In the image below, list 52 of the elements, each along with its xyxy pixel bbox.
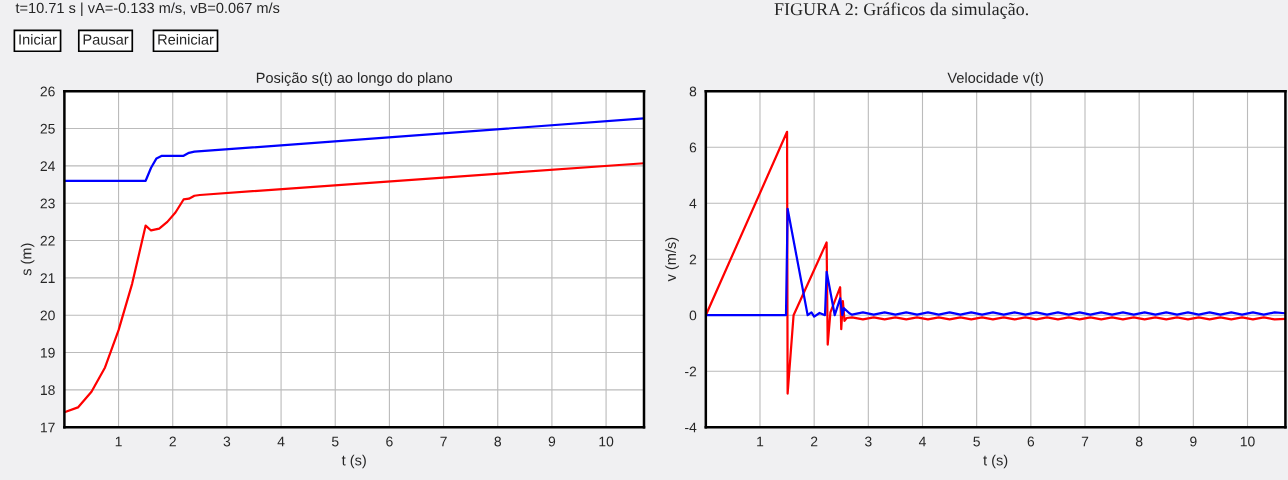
y-tick-label: 25 <box>40 123 55 134</box>
text: Reiniciar <box>158 34 214 45</box>
y-tick-label: 24 <box>40 161 55 171</box>
x-tick-label: 6 <box>1027 436 1035 447</box>
line-series <box>64 117 644 182</box>
y-axis-title: v (m/s) <box>665 237 679 282</box>
x-tick-label: 5 <box>973 436 980 447</box>
x-tick-label: 7 <box>1081 436 1089 447</box>
y-tick-label: 19 <box>40 347 55 358</box>
y-tick-label: 17 <box>40 422 55 433</box>
line-series <box>705 130 1286 395</box>
x-tick-label: 1 <box>115 436 122 447</box>
x-axis-title: t (s) <box>983 454 1008 469</box>
y-tick-label: 4 <box>689 198 697 209</box>
x-tick-label: 8 <box>494 436 501 447</box>
y-tick-label: 6 <box>689 142 697 153</box>
x-tick-label: 9 <box>1190 436 1197 447</box>
y-tick-label: 21 <box>40 273 55 283</box>
text: Pausar <box>83 34 129 45</box>
x-tick-label: 1 <box>757 436 764 447</box>
y-axis-title: s (m) <box>20 243 35 276</box>
y-tick-label: 18 <box>40 385 55 396</box>
x-tick-label: 10 <box>599 436 614 447</box>
x-tick-label: 5 <box>331 436 339 447</box>
y-tick-label: 8 <box>689 86 697 97</box>
y-tick-label: 0 <box>689 310 697 321</box>
y-tick-label: 22 <box>40 235 55 246</box>
x-tick-label: 3 <box>865 436 872 447</box>
text: Iniciar <box>19 34 57 45</box>
chart-title: Velocidade v(t) <box>947 72 1043 86</box>
x-tick-label: 8 <box>1135 436 1143 447</box>
y-tick-label: -2 <box>685 366 697 377</box>
x-tick-label: 4 <box>918 436 926 447</box>
text: t=10.71 s | vA=-0.133 m/s, vB=0.067 m/s <box>15 2 280 17</box>
chart-title: Posição s(t) ao longo do plano <box>256 72 453 86</box>
line-series <box>705 207 1286 318</box>
x-tick-label: 6 <box>386 436 393 447</box>
y-tick-label: 23 <box>40 198 55 209</box>
x-tick-label: 3 <box>223 436 231 447</box>
x-tick-label: 7 <box>440 436 447 447</box>
y-tick-label: 2 <box>689 254 697 265</box>
y-tick-label: -4 <box>685 422 697 433</box>
x-tick-label: 2 <box>811 436 818 447</box>
x-tick-label: 4 <box>277 436 285 447</box>
line-series <box>64 162 644 414</box>
text: FIGURA 2: Gráficos da simulação. <box>774 2 1029 19</box>
y-tick-label: 20 <box>40 310 55 321</box>
x-tick-label: 9 <box>548 436 556 447</box>
x-tick-label: 2 <box>169 436 176 447</box>
x-axis-title: t (s) <box>341 454 366 469</box>
y-tick-label: 26 <box>40 86 55 97</box>
x-tick-label: 10 <box>1240 436 1255 447</box>
